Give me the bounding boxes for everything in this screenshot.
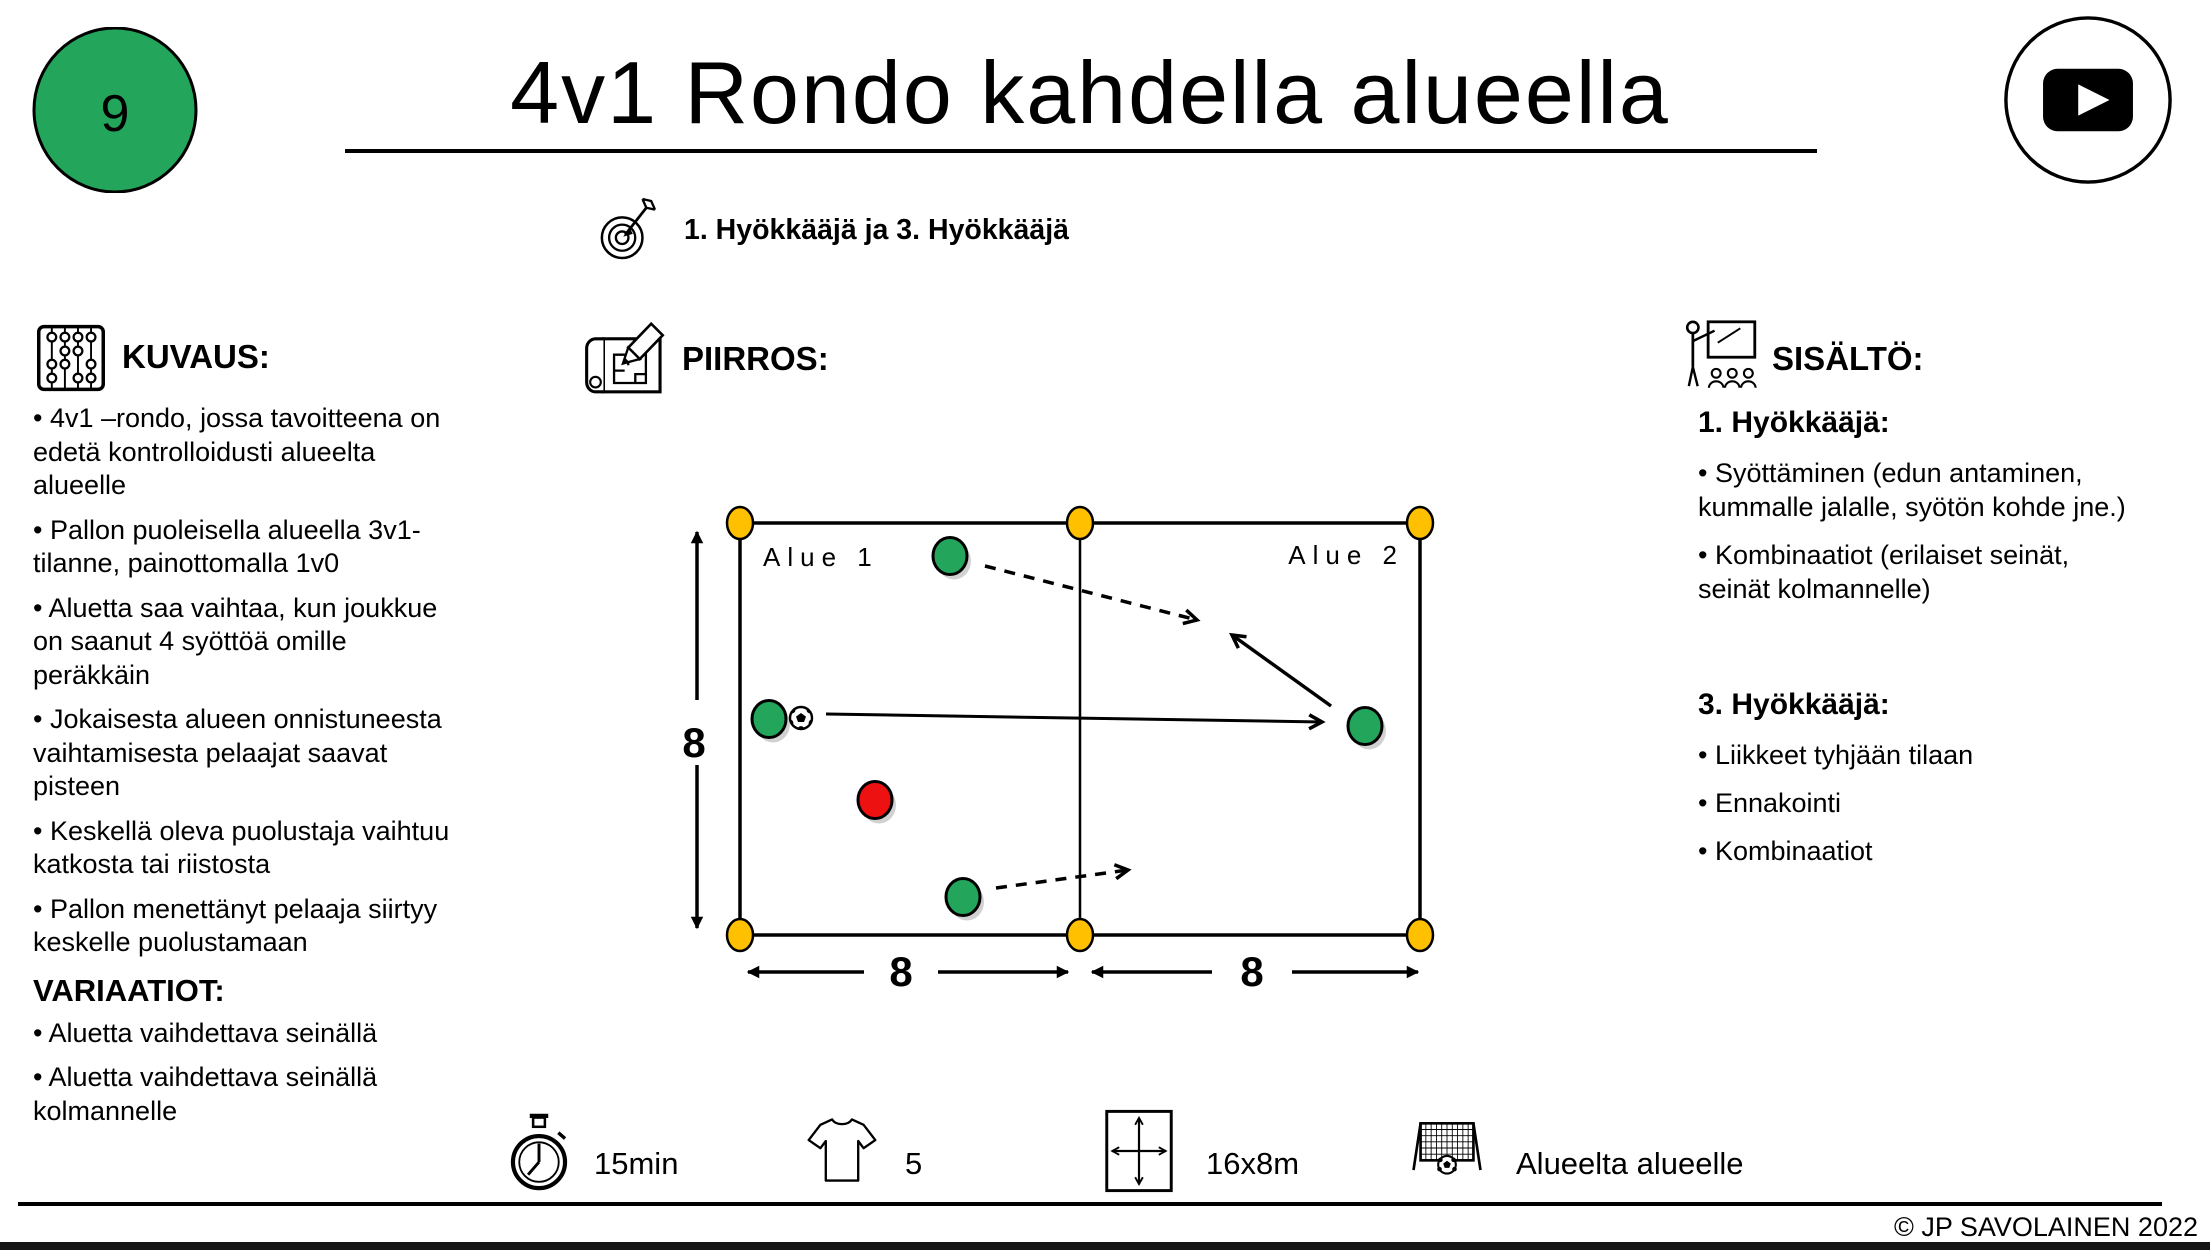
width-right-label: 8 [1240, 948, 1263, 995]
soccer-ball-icon [788, 705, 814, 731]
kuvaus-bullet: • Aluetta saa vaihtaa, kun joukkue on sa… [33, 592, 438, 690]
sisalto-bullet: • Liikkeet tyhjään tilaan [1698, 740, 1974, 770]
pass-arrow [1229, 632, 1333, 708]
height-dimension: 8 [682, 530, 706, 930]
drill-diagram: Alue 1 Alue 2 8 8 8 [682, 505, 1435, 995]
kuvaus-bullet: • Pallon menettänyt pelaaja siirtyy kesk… [33, 893, 438, 958]
variation-bullet: • Aluetta vaihdettava seinällä [33, 1017, 378, 1048]
attacker-dot [1346, 706, 1384, 746]
title-underline [345, 149, 1817, 153]
sisalto-section2-title: 3. Hyökkääjä: [1698, 688, 1890, 721]
sisalto-bullet: • Syöttäminen (edun antaminen, kummalle … [1698, 458, 2126, 522]
kuvaus-bullet: • Pallon puoleisella alueella 3v1-tilann… [33, 514, 421, 579]
blueprint-icon [585, 321, 665, 394]
attacker-dot [750, 699, 788, 739]
width-dimension-left: 8 [746, 948, 1070, 995]
objective-label: 1. Hyökkääjä ja 3. Hyökkääjä [684, 214, 1070, 246]
cone [1405, 505, 1435, 541]
stopwatch-icon [510, 1113, 568, 1191]
kuvaus-bullet: • 4v1 –rondo, jossa tavoitteena on edetä… [33, 403, 441, 500]
width-dimension-right: 8 [1090, 948, 1420, 995]
run-arrow-dashed [984, 564, 1201, 626]
youtube-icon[interactable] [2002, 14, 2174, 186]
cone [1065, 917, 1095, 953]
tshirt-icon [807, 1118, 877, 1182]
area2-label: Alue 2 [1288, 540, 1404, 570]
coach-presentation-icon [1685, 320, 1757, 388]
kuvaus-section: • 4v1 –rondo, jossa tavoitteena on edetä… [33, 402, 451, 1139]
kuvaus-bullet: • Keskellä oleva puolustaja vaihtuu katk… [33, 815, 450, 880]
bottom-bar [0, 1242, 2210, 1250]
sisalto-heading: SISÄLTÖ: [1772, 340, 1924, 377]
badge-circle [32, 27, 198, 193]
sisalto-bullet: • Kombinaatiot (erilaiset seinät, seinät… [1698, 540, 2070, 604]
area-size-icon [1105, 1109, 1173, 1193]
target-icon [600, 197, 656, 260]
variation-bullet: • Aluetta vaihdettava seinällä kolmannel… [33, 1062, 378, 1126]
duration-value: 15min [594, 1146, 679, 1181]
pass-arrow [825, 712, 1326, 731]
piirros-heading: PIIRROS: [682, 340, 829, 377]
sisalto-section: 1. Hyökkääjä: • Syöttäminen (edun antami… [1698, 404, 2128, 882]
abacus-icon [37, 324, 105, 392]
sisalto-bullet: • Ennakointi [1698, 788, 1842, 818]
goal-type-value: Alueelta alueelle [1516, 1146, 1744, 1181]
attacker-dot [944, 877, 982, 917]
page-title: 4v1 Rondo kahdella alueella [510, 43, 1670, 142]
goal-icon [1412, 1122, 1482, 1175]
run-arrow-dashed [995, 863, 1132, 890]
kuvaus-bullet: • Jokaisesta alueen onnistuneesta vaihta… [33, 704, 442, 801]
copyright-text: © JP SAVOLAINEN 2022 [1893, 1212, 2198, 1242]
defender-dot [856, 780, 894, 820]
attacker-dot [931, 536, 969, 576]
cone [725, 917, 755, 953]
players-count: 5 [905, 1146, 923, 1181]
cone [1405, 917, 1435, 953]
sisalto-bullet: • Kombinaatiot [1698, 836, 1873, 866]
kuvaus-heading: KUVAUS: [122, 338, 270, 375]
area1-label: Alue 1 [763, 542, 879, 572]
width-left-label: 8 [889, 948, 912, 995]
area-size-value: 16x8m [1206, 1146, 1300, 1181]
sisalto-section1-title: 1. Hyökkääjä: [1698, 406, 1890, 439]
cone [725, 505, 755, 541]
drill-number: 9 [101, 85, 130, 143]
height-dim-label: 8 [682, 719, 705, 766]
cone [1065, 505, 1095, 541]
variations-heading: VARIAATIOT: [33, 972, 225, 1008]
drill-number-badge: 9 [32, 27, 198, 193]
footer-divider [18, 1202, 2162, 1206]
